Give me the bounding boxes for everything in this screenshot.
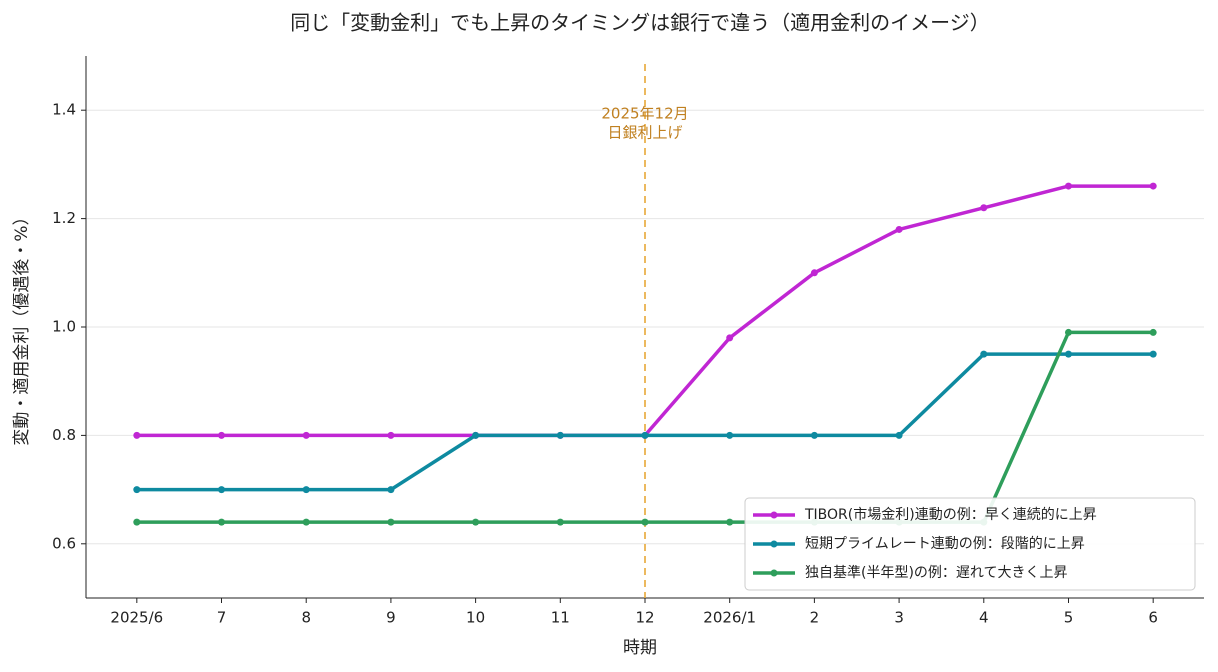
point — [980, 350, 988, 358]
x-tick-label: 11 — [551, 609, 570, 627]
x-tick-label: 2 — [810, 609, 820, 627]
x-tick-label: 6 — [1148, 609, 1158, 627]
chart-title: 同じ「変動金利」でも上昇のタイミングは銀行で違う（適用金利のイメージ） — [290, 11, 990, 35]
point — [641, 518, 649, 526]
point — [556, 431, 564, 439]
x-tick-label: 4 — [979, 609, 989, 627]
legend-marker — [770, 511, 778, 519]
point — [1064, 328, 1072, 336]
x-tick-label: 10 — [466, 609, 485, 627]
point — [810, 269, 818, 277]
point — [302, 486, 310, 494]
x-tick-label: 8 — [301, 609, 311, 627]
point — [641, 431, 649, 439]
point — [133, 518, 141, 526]
y-tick-label: 1.4 — [52, 101, 76, 119]
series-line — [136, 352, 1154, 492]
point — [218, 486, 226, 494]
point — [472, 431, 480, 439]
point — [1149, 328, 1157, 336]
x-tick-label: 9 — [386, 609, 396, 627]
point — [895, 225, 903, 233]
legend-label: 独自基準(半年型)の例：遅れて大きく上昇 — [805, 564, 1068, 581]
point — [726, 334, 734, 342]
x-tick-label: 2026/1 — [703, 609, 756, 627]
point — [218, 518, 226, 526]
point — [810, 431, 818, 439]
legend-marker — [770, 569, 778, 577]
x-tick-label: 3 — [894, 609, 904, 627]
point — [302, 518, 310, 526]
point — [472, 518, 480, 526]
x-tick-label: 12 — [635, 609, 654, 627]
event-label: 2025年12月 — [601, 105, 688, 123]
x-axis-label: 時期 — [623, 638, 657, 658]
point — [1149, 182, 1157, 190]
point — [387, 518, 395, 526]
event-label: 日銀利上げ — [607, 124, 682, 142]
legend-label: 短期プライムレート連動の例：段階的に上昇 — [805, 536, 1085, 552]
point — [1064, 182, 1072, 190]
point — [895, 431, 903, 439]
point — [387, 431, 395, 439]
y-tick-label: 1.2 — [52, 209, 76, 227]
point — [133, 486, 141, 494]
legend-label: TIBOR(市場金利)連動の例：早く連続的に上昇 — [804, 506, 1097, 523]
point — [980, 204, 988, 212]
y-tick-label: 0.8 — [52, 426, 76, 444]
y-axis-label: 変動・適用金利（優遇後・%） — [12, 208, 32, 445]
point — [302, 431, 310, 439]
legend-marker — [770, 540, 778, 548]
point — [726, 431, 734, 439]
point — [218, 431, 226, 439]
y-tick-label: 0.6 — [52, 534, 76, 552]
point — [556, 518, 564, 526]
x-tick-label: 7 — [217, 609, 227, 627]
legend-box — [744, 497, 1196, 591]
x-tick-label: 2025/6 — [110, 609, 163, 627]
point — [1149, 350, 1157, 358]
point — [387, 486, 395, 494]
y-tick-label: 1.0 — [52, 318, 76, 336]
point — [133, 431, 141, 439]
point — [726, 518, 734, 526]
point — [1064, 350, 1072, 358]
x-tick-label: 5 — [1064, 609, 1074, 627]
